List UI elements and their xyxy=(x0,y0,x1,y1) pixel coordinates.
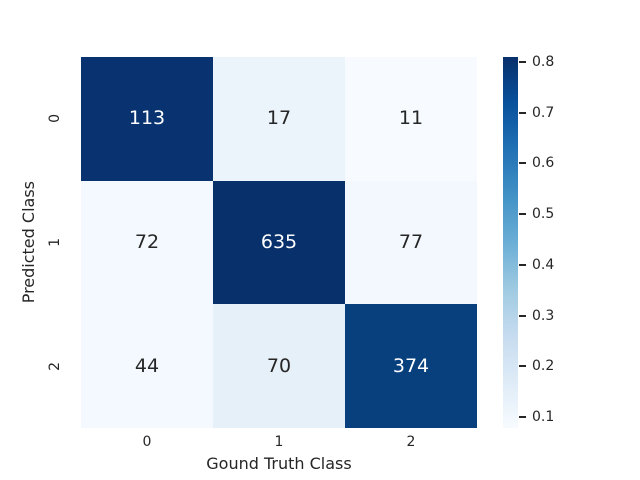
colorbar-tick-mark-1 xyxy=(519,111,526,114)
heatmap-cell-r2c1: 70 xyxy=(213,304,345,428)
heatmap-cell-r1c0: 72 xyxy=(81,180,213,305)
cell-value: 70 xyxy=(266,354,292,377)
cell-value: 77 xyxy=(398,230,424,253)
heatmap-cell-r1c2: 77 xyxy=(345,180,477,305)
heatmap-grid: 113 17 11 72 635 77 44 70 374 xyxy=(81,57,477,428)
colorbar-gradient xyxy=(503,57,518,428)
y-tick-label-1: 1 xyxy=(45,181,65,305)
cell-value: 11 xyxy=(398,107,424,130)
colorbar-tick-mark-0 xyxy=(519,61,526,64)
colorbar-tick-label-4: 0.4 xyxy=(532,256,555,273)
y-tick-label-0: 0 xyxy=(45,57,65,181)
x-tick-label-1: 1 xyxy=(274,434,284,450)
y-tick-text: 0 xyxy=(47,114,63,124)
y-axis-label: Predicted Class xyxy=(18,181,38,304)
x-axis-label: Gound Truth Class xyxy=(206,454,352,473)
colorbar-tick-label-2: 0.6 xyxy=(532,155,555,172)
heatmap-cell-r1c1: 635 xyxy=(213,180,345,305)
colorbar-tick-mark-5 xyxy=(519,314,526,317)
y-axis-label-wrap: Predicted Class xyxy=(18,57,38,428)
heatmap-cell-r2c2: 374 xyxy=(345,304,477,428)
colorbar-tick-label-5: 0.3 xyxy=(532,307,555,324)
cell-value: 374 xyxy=(392,354,430,377)
y-axis-ticks: 0 1 2 xyxy=(45,57,65,428)
y-tick-label-2: 2 xyxy=(45,304,65,428)
colorbar-tick-label-1: 0.7 xyxy=(532,104,555,121)
colorbar-tick-mark-4 xyxy=(519,263,526,266)
cell-value: 72 xyxy=(134,230,160,253)
x-tick-label-0: 0 xyxy=(142,434,152,450)
colorbar-tick-label-6: 0.2 xyxy=(532,358,555,375)
y-tick-text: 2 xyxy=(47,361,63,371)
x-tick-label-2: 2 xyxy=(406,434,416,450)
heatmap-cell-r0c2: 11 xyxy=(345,57,477,181)
colorbar-tick-label-0: 0.8 xyxy=(532,54,555,71)
cell-value: 44 xyxy=(134,354,160,377)
colorbar-tick-label-7: 0.1 xyxy=(532,408,555,425)
heatmap-cell-r0c1: 17 xyxy=(213,57,345,181)
y-tick-text: 1 xyxy=(47,238,63,247)
heatmap-cell-r0c0: 113 xyxy=(81,57,213,181)
x-axis-ticks: 0 1 2 xyxy=(81,434,477,451)
colorbar-tick-mark-3 xyxy=(519,212,526,215)
colorbar-tick-label-3: 0.5 xyxy=(532,205,555,222)
cell-value: 113 xyxy=(128,107,166,130)
colorbar: 0.8 0.7 0.6 0.5 0.4 0.3 0.2 0.1 xyxy=(503,54,598,428)
colorbar-tick-mark-7 xyxy=(519,415,526,418)
colorbar-tick-mark-6 xyxy=(519,365,526,368)
colorbar-tick-mark-2 xyxy=(519,162,526,165)
cell-value: 635 xyxy=(260,230,298,253)
cell-value: 17 xyxy=(266,107,292,130)
heatmap-cell-r2c0: 44 xyxy=(81,304,213,428)
